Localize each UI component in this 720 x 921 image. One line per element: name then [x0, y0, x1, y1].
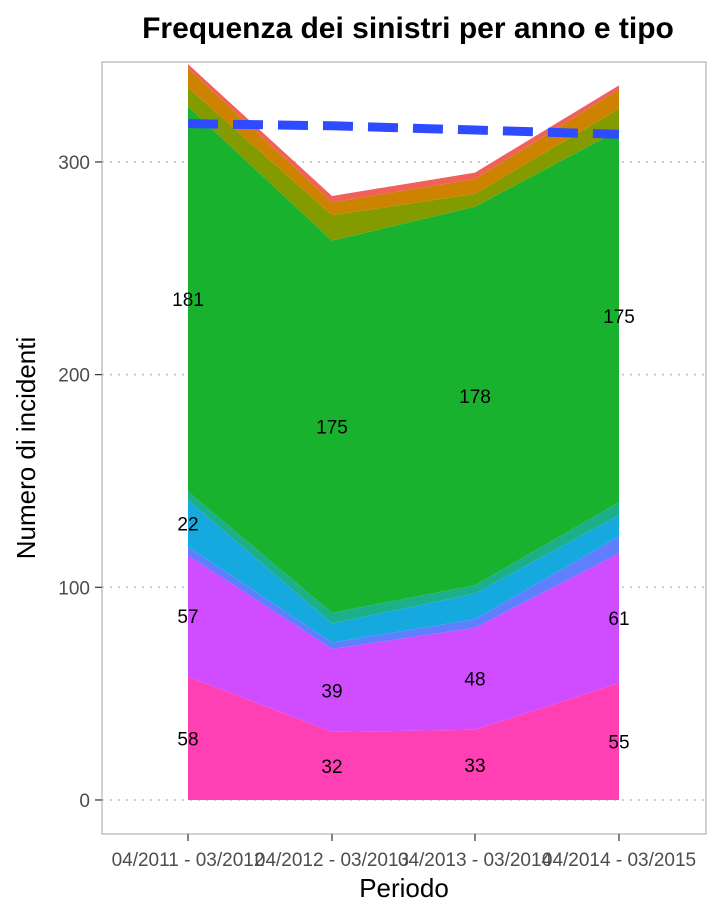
data-label-s1-2: 32 — [321, 757, 342, 778]
data-label-s1-3: 33 — [464, 756, 485, 777]
area-series-9 — [188, 64, 619, 203]
y-tick-label-0: 0 — [79, 791, 90, 812]
data-label-s6-4: 175 — [603, 307, 635, 328]
trend-line-group — [187, 119, 620, 139]
x-axis-title: Periodo — [359, 873, 449, 903]
area-series-5 — [188, 491, 619, 624]
y-tick-label-300: 300 — [58, 153, 90, 174]
data-label-s1-1: 58 — [177, 729, 198, 750]
area-series-2 — [188, 553, 619, 732]
area-series-7 — [188, 87, 619, 241]
data-labels: 58 32 33 55 57 39 48 61 22 181 175 178 175 — [172, 290, 635, 778]
area-series-1 — [188, 676, 619, 800]
area-series-4 — [188, 500, 619, 643]
y-tick-label-100: 100 — [58, 578, 90, 599]
data-label-s6-3: 178 — [459, 387, 491, 408]
data-label-s2-3: 48 — [464, 670, 485, 691]
data-label-s1-4: 55 — [608, 732, 629, 753]
chart-title: Frequenza dei sinistri per anno e tipo — [142, 12, 674, 45]
data-label-s6-1: 181 — [172, 290, 204, 311]
data-label-s2-1: 57 — [177, 607, 198, 628]
x-tick-label-3: 04/2013 - 03/2014 — [398, 850, 553, 871]
area-series-3 — [188, 536, 619, 649]
data-label-s4-1: 22 — [177, 514, 198, 535]
x-tick-label-4: 04/2014 - 03/2015 — [542, 850, 696, 871]
y-axis: 0 100 200 300 — [58, 153, 102, 812]
data-label-s6-2: 175 — [316, 418, 348, 439]
x-tick-label-2: 04/2012 - 03/2013 — [255, 850, 409, 871]
y-axis-title: Numero di incidenti — [11, 337, 41, 560]
area-series-6 — [188, 106, 619, 613]
trend-line — [187, 119, 620, 139]
data-label-s2-4: 61 — [608, 609, 629, 630]
x-tick-label-1: 04/2011 - 03/2012 — [112, 850, 265, 871]
area-series-8 — [188, 68, 619, 216]
stacked-areas — [188, 64, 619, 800]
y-tick-label-200: 200 — [58, 366, 90, 387]
data-label-s2-2: 39 — [321, 681, 342, 702]
